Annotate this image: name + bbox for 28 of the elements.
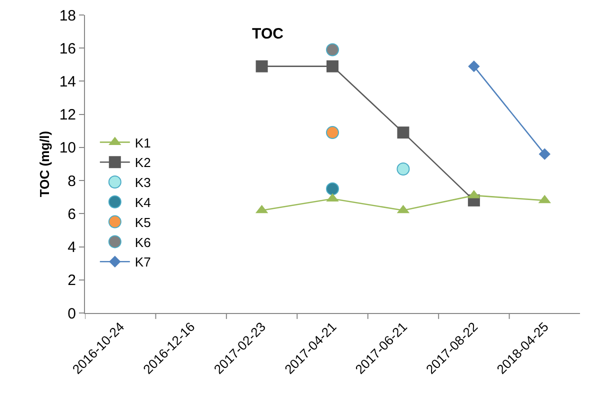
point: [396, 162, 410, 176]
point: [326, 126, 339, 140]
y-tick-label: 10: [59, 140, 76, 157]
point: [326, 43, 339, 56]
text: TOC: [252, 26, 284, 43]
legend-label: K1: [134, 135, 151, 150]
y-tick-label: 16: [59, 40, 76, 58]
point: [397, 126, 410, 139]
y-tick-label: 18: [59, 7, 76, 24]
y-tick-label: 4: [68, 239, 76, 256]
legend-label: K2: [134, 155, 151, 170]
y-axis-title: TOC (mg/l): [37, 130, 52, 198]
legend-label: K4: [134, 194, 151, 210]
y-tick-label: 12: [59, 106, 76, 124]
point: [326, 182, 339, 196]
point: [256, 60, 268, 72]
legend-label: K5: [134, 214, 151, 230]
y-tick-label: 14: [59, 73, 76, 90]
legend-label: K3: [134, 175, 151, 190]
y-tick-label: 6: [68, 206, 76, 223]
legend-label: K6: [134, 234, 151, 250]
point: [538, 148, 550, 160]
point: [326, 60, 338, 72]
y-tick-label: 8: [68, 172, 76, 190]
y-tick-label: 2: [68, 272, 76, 290]
legend-label: K7: [134, 254, 151, 270]
y-tick-label: 0: [68, 305, 76, 322]
point: [468, 60, 480, 72]
